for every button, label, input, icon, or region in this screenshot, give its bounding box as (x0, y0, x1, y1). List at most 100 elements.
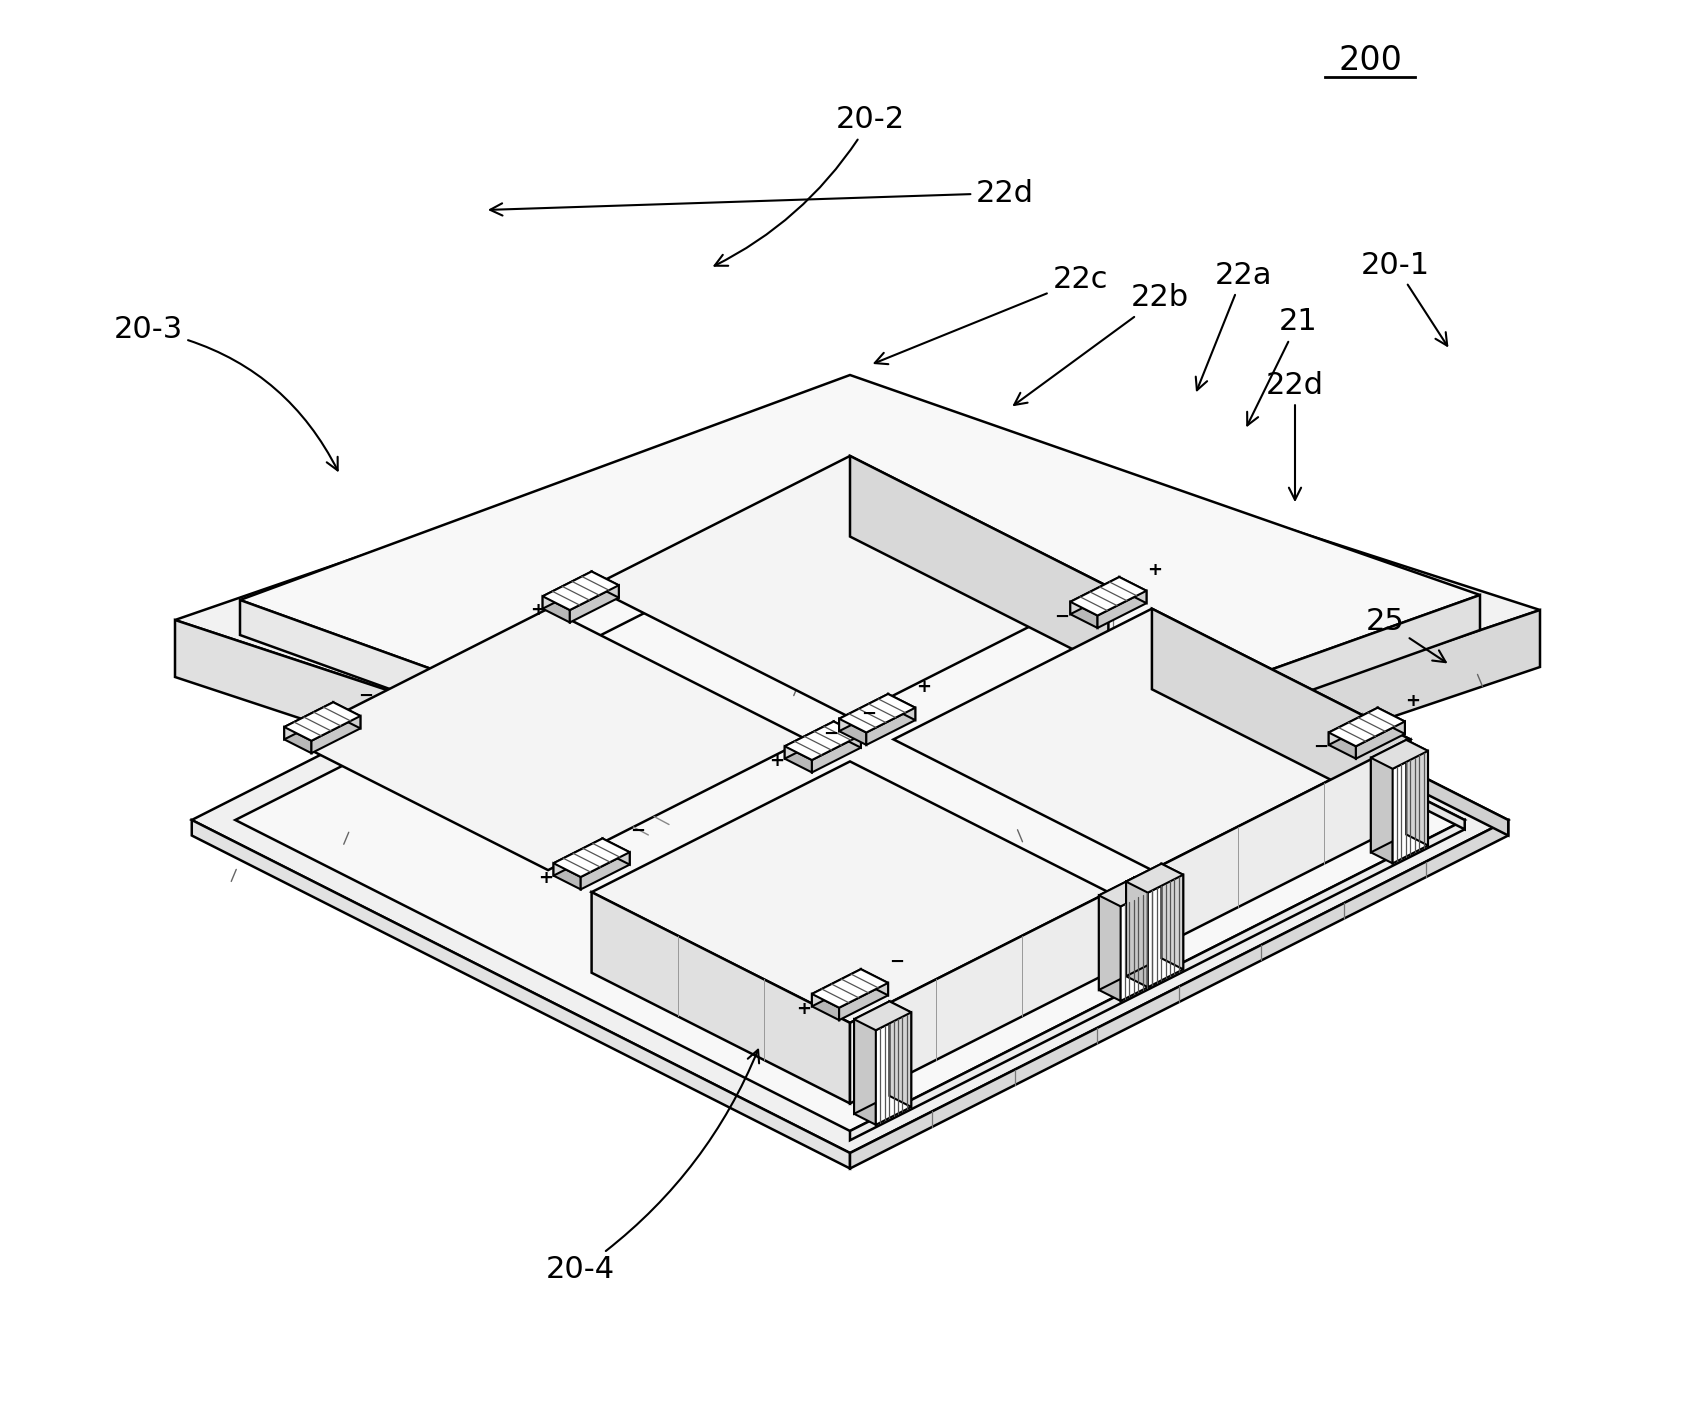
Text: −: − (1055, 608, 1070, 626)
Polygon shape (850, 509, 1465, 830)
Polygon shape (543, 596, 570, 622)
Polygon shape (1097, 591, 1146, 628)
Polygon shape (1162, 864, 1184, 969)
Text: −: − (861, 706, 876, 723)
Polygon shape (570, 585, 619, 622)
Polygon shape (850, 455, 1109, 667)
Text: −: − (1313, 739, 1328, 756)
Polygon shape (1148, 875, 1184, 988)
Text: 20-2: 20-2 (714, 105, 905, 266)
Text: 22c: 22c (874, 266, 1107, 364)
Polygon shape (240, 376, 1480, 820)
Polygon shape (1121, 888, 1157, 1000)
Polygon shape (175, 620, 850, 899)
Text: 22d: 22d (1266, 370, 1323, 499)
Polygon shape (1099, 878, 1157, 906)
Polygon shape (1070, 576, 1119, 615)
Polygon shape (1356, 721, 1405, 758)
Polygon shape (1119, 576, 1146, 603)
Polygon shape (592, 572, 619, 598)
Polygon shape (1126, 864, 1162, 976)
Polygon shape (602, 838, 629, 865)
Polygon shape (1099, 895, 1121, 1000)
Polygon shape (175, 387, 1539, 842)
Text: −: − (823, 724, 839, 743)
Polygon shape (553, 838, 629, 877)
Polygon shape (1371, 740, 1429, 768)
Text: +: + (796, 1000, 811, 1017)
Polygon shape (854, 1019, 876, 1124)
Polygon shape (240, 601, 850, 855)
Polygon shape (861, 969, 888, 995)
Polygon shape (1126, 864, 1184, 892)
Polygon shape (890, 1002, 912, 1107)
Text: +: + (538, 869, 553, 887)
Text: 22b: 22b (1014, 283, 1189, 406)
Polygon shape (1070, 576, 1146, 616)
Text: 200: 200 (1339, 44, 1402, 77)
Polygon shape (592, 455, 1109, 717)
Polygon shape (284, 702, 333, 740)
Polygon shape (784, 721, 861, 760)
Text: +: + (1146, 561, 1162, 579)
Text: +: + (1405, 692, 1420, 710)
Polygon shape (1328, 707, 1405, 746)
Polygon shape (811, 736, 861, 773)
Polygon shape (192, 820, 850, 1168)
Polygon shape (784, 721, 833, 758)
Polygon shape (1393, 751, 1429, 864)
Polygon shape (289, 609, 806, 869)
Text: −: − (359, 687, 374, 706)
Polygon shape (850, 820, 1509, 1168)
Polygon shape (1378, 707, 1405, 734)
Polygon shape (543, 572, 619, 610)
Text: −: − (631, 822, 645, 840)
Polygon shape (839, 983, 888, 1020)
Polygon shape (833, 721, 861, 747)
Polygon shape (854, 1002, 912, 1030)
Polygon shape (1099, 878, 1135, 990)
Polygon shape (888, 694, 915, 720)
Polygon shape (784, 746, 811, 773)
Polygon shape (850, 595, 1480, 855)
Text: 20-3: 20-3 (114, 316, 338, 471)
Polygon shape (850, 820, 1465, 1140)
Polygon shape (839, 694, 915, 733)
Text: +: + (769, 751, 784, 770)
Polygon shape (811, 969, 888, 1007)
Polygon shape (1371, 758, 1393, 864)
Polygon shape (1126, 882, 1148, 988)
Polygon shape (866, 707, 915, 744)
Polygon shape (1135, 878, 1157, 983)
Polygon shape (592, 761, 1109, 1023)
Polygon shape (543, 572, 592, 609)
Text: 20-1: 20-1 (1361, 250, 1448, 346)
Polygon shape (592, 892, 850, 1103)
Polygon shape (1407, 740, 1429, 845)
Polygon shape (284, 727, 311, 753)
Polygon shape (876, 1012, 912, 1124)
Polygon shape (580, 852, 629, 889)
Polygon shape (553, 838, 602, 875)
Text: +: + (915, 677, 930, 696)
Polygon shape (893, 609, 1410, 869)
Polygon shape (850, 610, 1539, 899)
Polygon shape (811, 969, 861, 1006)
Polygon shape (854, 1002, 890, 1114)
Polygon shape (1328, 707, 1378, 744)
Polygon shape (1328, 733, 1356, 758)
Polygon shape (850, 487, 1509, 835)
Polygon shape (811, 993, 839, 1020)
Text: 22d: 22d (490, 178, 1034, 215)
Polygon shape (235, 509, 1465, 1131)
Polygon shape (850, 892, 1109, 1103)
Polygon shape (839, 719, 866, 744)
Text: +: + (529, 601, 544, 619)
Polygon shape (311, 716, 361, 753)
Polygon shape (1371, 740, 1407, 852)
Polygon shape (839, 694, 888, 731)
Text: 20-4: 20-4 (546, 1050, 759, 1285)
Polygon shape (1152, 609, 1410, 820)
Polygon shape (192, 487, 1509, 1153)
Text: 25: 25 (1366, 608, 1446, 662)
